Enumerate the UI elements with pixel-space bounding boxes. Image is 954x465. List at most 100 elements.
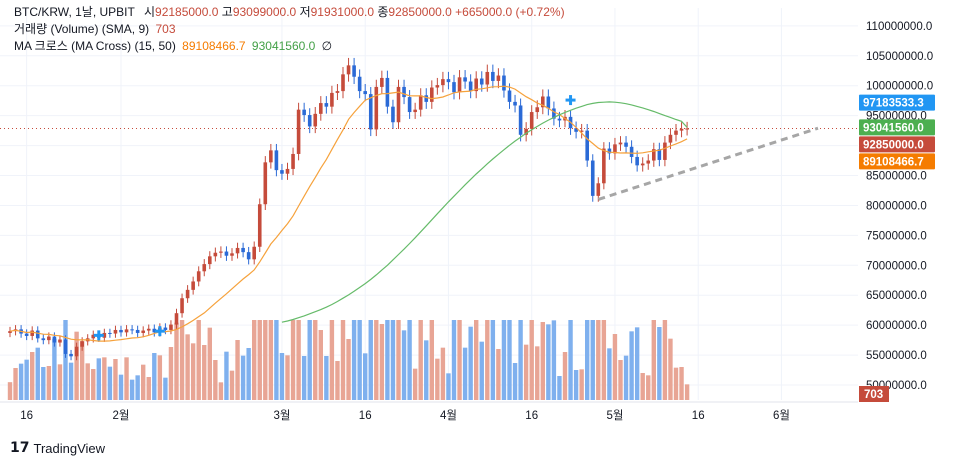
candle-body bbox=[113, 329, 118, 334]
candle-body bbox=[30, 330, 34, 336]
x-tick-label: 6월 bbox=[773, 409, 790, 422]
candle-body bbox=[202, 264, 207, 272]
volume-bar bbox=[640, 373, 645, 400]
candle-body bbox=[307, 115, 312, 127]
price-badges: 97183533.3 93041560.0 92850000.0 89108466.7… bbox=[859, 94, 935, 402]
candle-body bbox=[441, 79, 445, 86]
candle-body bbox=[124, 329, 129, 333]
volume-bar bbox=[673, 367, 679, 400]
candle-body bbox=[319, 103, 323, 114]
candle-body bbox=[69, 353, 73, 357]
volume-bar bbox=[18, 363, 24, 400]
volume-badge bbox=[859, 386, 889, 402]
candle-body bbox=[430, 87, 434, 102]
candle-body bbox=[552, 108, 556, 119]
candle-body bbox=[541, 96, 545, 108]
candle-body bbox=[479, 78, 484, 85]
volume-bar bbox=[329, 320, 335, 400]
volume-bar bbox=[390, 320, 396, 400]
candle-body bbox=[402, 86, 406, 98]
ma-slow-line bbox=[281, 101, 688, 323]
candle-body bbox=[524, 128, 528, 135]
tradingview-brand[interactable]: 𝟭𝟳 TradingView bbox=[10, 440, 105, 456]
candle-body bbox=[585, 130, 589, 161]
x-tick-label: 3월 bbox=[273, 409, 290, 422]
volume-bar bbox=[30, 352, 35, 400]
candle-body bbox=[652, 149, 656, 161]
volume-bar bbox=[124, 357, 129, 400]
volume-bar bbox=[562, 352, 568, 400]
ma-fast-value: 89108466.7 bbox=[182, 39, 246, 53]
volume-bar bbox=[451, 320, 457, 400]
ma-indicator-title[interactable]: MA 크로스 (MA Cross) (15, 50) bbox=[14, 39, 176, 53]
x-tick-label: 16 bbox=[359, 410, 372, 422]
candle-body bbox=[346, 65, 351, 75]
candle-body bbox=[663, 142, 667, 160]
y-tick-label: 75000000.0 bbox=[866, 230, 927, 242]
candle-body bbox=[47, 336, 51, 341]
volume-bar bbox=[13, 368, 18, 400]
volume-bar bbox=[679, 367, 684, 400]
price-badge bbox=[859, 136, 935, 153]
candle-body bbox=[174, 313, 179, 325]
volume-bar bbox=[479, 341, 484, 400]
volume-bar bbox=[340, 320, 346, 400]
volume-bar bbox=[57, 364, 63, 400]
volume-bar bbox=[529, 320, 534, 400]
candle-body bbox=[374, 86, 379, 130]
volume-bar bbox=[629, 331, 634, 400]
candle-body bbox=[91, 334, 96, 339]
volume-bar bbox=[279, 353, 285, 400]
price-badge-label: 93041560.0 bbox=[863, 122, 924, 134]
candle-body bbox=[335, 91, 340, 93]
candle-body bbox=[607, 148, 612, 154]
candle-body bbox=[263, 162, 268, 205]
volume-bar bbox=[157, 355, 163, 400]
ma-lines bbox=[9, 85, 688, 342]
volume-bar bbox=[357, 320, 362, 400]
candle-body bbox=[679, 128, 684, 131]
volume-bar bbox=[107, 366, 113, 400]
candle-body bbox=[491, 71, 495, 81]
volume-bar bbox=[63, 320, 68, 400]
candle-body bbox=[529, 112, 534, 129]
volume-bar bbox=[612, 334, 618, 400]
volume-bar bbox=[351, 320, 357, 400]
trend-line bbox=[597, 126, 819, 201]
volume-bar bbox=[535, 346, 540, 400]
volume-indicator-title[interactable]: 거래량 (Volume) (SMA, 9) bbox=[14, 22, 150, 36]
candle-body bbox=[8, 331, 12, 333]
volume-bar bbox=[440, 347, 446, 400]
candle-body bbox=[52, 336, 57, 343]
volume-bar bbox=[568, 320, 573, 400]
candle-body bbox=[502, 75, 506, 91]
volume-bar bbox=[684, 384, 690, 400]
candle-body bbox=[396, 86, 401, 123]
volume-bar bbox=[46, 366, 52, 400]
overlay-markers bbox=[0, 95, 858, 341]
volume-bar bbox=[141, 364, 146, 400]
volume-bar bbox=[185, 334, 190, 400]
candle-body bbox=[130, 329, 134, 331]
volume-bar bbox=[246, 348, 251, 400]
legend-ma-row: MA 크로스 (MA Cross) (15, 50) 89108466.7 93… bbox=[14, 38, 565, 55]
candle-body bbox=[363, 91, 367, 95]
volume-bar bbox=[518, 320, 523, 400]
time-axis[interactable]: 16 2월 3월 16 4월 16 5월 16 6월 bbox=[0, 401, 858, 422]
volume-bar bbox=[468, 326, 473, 400]
volume-bar bbox=[113, 359, 118, 400]
volume-bar bbox=[41, 367, 46, 400]
volume-bar bbox=[557, 376, 562, 400]
low-label: 저 bbox=[299, 5, 311, 19]
volume-bar bbox=[235, 340, 240, 400]
symbol-label[interactable]: BTC/KRW, 1날, UPBIT bbox=[14, 5, 135, 19]
price-axis[interactable]: 50000000.055000000.060000000.065000000.0… bbox=[866, 21, 933, 392]
candle-body bbox=[163, 327, 168, 330]
x-tick-label: 4월 bbox=[440, 409, 457, 422]
volume-bar bbox=[135, 375, 140, 400]
candle-body bbox=[624, 142, 628, 147]
volume-bar bbox=[102, 357, 107, 400]
candle-body bbox=[535, 107, 540, 113]
price-badge-label: 97183533.3 bbox=[863, 98, 924, 110]
